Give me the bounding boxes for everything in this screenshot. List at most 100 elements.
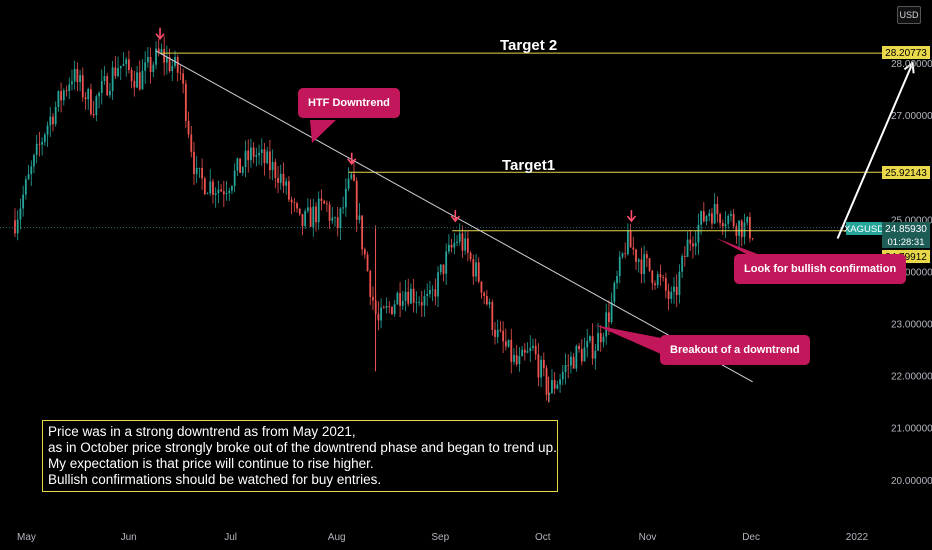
candle-body (323, 200, 326, 204)
candle-body (429, 290, 431, 295)
x-tick-label: Nov (639, 532, 657, 543)
y-tick-label: 25.00000 (891, 215, 932, 226)
candle-body (171, 65, 174, 71)
candle-body (437, 272, 439, 297)
note-line: My expectation is that price will contin… (48, 456, 374, 471)
candle-body (109, 90, 111, 96)
candle-body (575, 345, 578, 369)
candle-body (464, 238, 467, 251)
candle-body (605, 312, 608, 337)
candle-body (621, 253, 624, 257)
peak-marker-icon (626, 210, 637, 223)
candle-body (727, 215, 730, 224)
candle-body (46, 125, 49, 135)
candle-body (125, 59, 128, 65)
candle-body (401, 300, 404, 306)
candle-body (27, 173, 30, 180)
candle-body (361, 215, 364, 250)
candle-body (477, 262, 480, 282)
candle-body (298, 208, 301, 215)
drawing-lines (0, 50, 913, 383)
candle-body (711, 213, 713, 224)
candle-body (119, 65, 122, 69)
candle-body (377, 313, 380, 321)
candle-body (190, 134, 193, 152)
x-tick-label: Oct (535, 532, 551, 543)
candle-body (559, 379, 561, 385)
candle-body (749, 216, 751, 239)
analysis-note: Price was in a strong downtrend as from … (42, 420, 558, 492)
candle-body (648, 258, 651, 271)
candle-body (391, 306, 393, 315)
bullish-callout-pointer (716, 238, 760, 255)
candle-body (98, 93, 100, 97)
candle-body (673, 286, 675, 292)
candle-body (537, 354, 540, 378)
candle-body (49, 116, 52, 126)
candle-body (206, 193, 209, 195)
candle-body (328, 204, 331, 221)
candle-body (184, 83, 187, 121)
candle-body (532, 345, 534, 348)
y-tick-label: 24.00000 (891, 267, 932, 278)
candle-body (220, 189, 223, 192)
candle-body (445, 251, 448, 274)
candle-body (103, 76, 106, 82)
x-axis: May Jun Jul Aug Sep Oct Nov Dec 2022 (17, 532, 868, 543)
candle-body (266, 151, 269, 164)
candle-body (236, 158, 239, 171)
candle-body (334, 217, 336, 219)
currency-button[interactable]: USD (897, 6, 921, 24)
price-label-target1-bg (882, 166, 930, 179)
candle-body (738, 220, 740, 236)
last-price-tag-bg (882, 222, 930, 248)
candle-body (231, 186, 233, 191)
candle-body (523, 349, 526, 353)
candle-body (252, 147, 255, 157)
candle-body (705, 216, 708, 222)
candle-body (393, 304, 396, 315)
candle-body (144, 62, 147, 71)
candle-body (556, 384, 559, 389)
candle-body (111, 67, 114, 91)
candle-body (87, 89, 90, 100)
candle-body (618, 256, 621, 277)
projection-arrow (836, 64, 913, 239)
note-line: Bullish confirmations should be watched … (48, 472, 382, 487)
candle-body (540, 359, 543, 378)
candle-body (187, 120, 190, 135)
x-tick-label: Jun (121, 532, 137, 543)
candle-body (410, 288, 412, 304)
candle-body (572, 356, 575, 369)
candle-body (466, 238, 469, 253)
candle-body (602, 336, 605, 343)
symbol-tag-bg (846, 222, 882, 235)
candle-body (54, 106, 57, 125)
candle-body (732, 214, 735, 227)
candle-body (342, 207, 345, 209)
candle-body (122, 64, 125, 66)
breakout-callout-pointer (595, 325, 661, 354)
candle-body (624, 253, 627, 255)
candle-body (65, 90, 68, 92)
candle-body (513, 355, 515, 362)
candle-body (165, 56, 168, 63)
candle-body (626, 230, 629, 255)
candle-body (363, 249, 366, 255)
candle-body (92, 114, 95, 116)
candle-body (43, 134, 46, 142)
candle-body (30, 166, 33, 174)
candle-body (193, 151, 195, 175)
candle-body (404, 291, 407, 301)
candle-body (290, 199, 293, 203)
price-label-target2: 28.20773 (885, 48, 927, 59)
candle-body (285, 181, 288, 186)
candle-body (597, 333, 599, 351)
candle-body (168, 56, 171, 71)
candle-body (686, 239, 689, 257)
candle-body (52, 116, 54, 125)
candle-body (247, 150, 250, 161)
candle-body (518, 356, 521, 365)
candle-body (195, 167, 198, 175)
